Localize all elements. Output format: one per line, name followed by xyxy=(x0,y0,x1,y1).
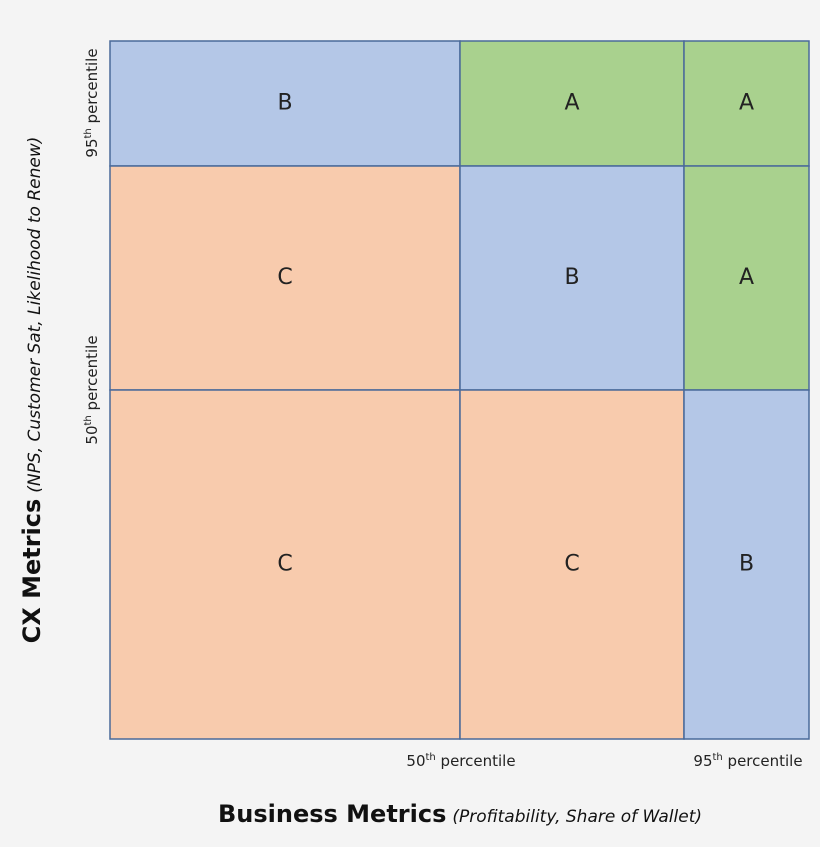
x-axis-title: Business Metrics (Profitability, Share of… xyxy=(218,800,702,828)
cell-label: A xyxy=(739,91,754,116)
tick-text: percentile xyxy=(83,48,101,128)
cell-label: C xyxy=(277,265,292,290)
y-axis-title: CX Metrics (NPS, Customer Sat, Likelihood… xyxy=(18,137,46,644)
cell-label: A xyxy=(564,91,579,116)
cell xyxy=(683,40,810,167)
tick-suffix: th xyxy=(83,128,94,138)
axis-title-main: CX Metrics xyxy=(18,499,46,644)
x-tick-label: 50th percentile xyxy=(406,752,515,770)
tick-text: percentile xyxy=(723,752,803,770)
cell xyxy=(683,165,810,391)
axis-title-sub: (NPS, Customer Sat, Likelihood to Renew) xyxy=(25,137,45,493)
tick-suffix: th xyxy=(426,752,436,763)
cell-label: B xyxy=(277,91,292,116)
cell-label: C xyxy=(564,552,579,577)
cell xyxy=(109,389,461,740)
cell xyxy=(459,165,685,391)
cell xyxy=(683,389,810,740)
cell-label: B xyxy=(739,552,754,577)
axis-title-sub: (Profitability, Share of Wallet) xyxy=(452,807,702,827)
y-tick-label: 95th percentile xyxy=(83,48,101,157)
grid: B A A C B A C C B xyxy=(109,40,810,740)
cell xyxy=(459,40,685,167)
tick-suffix: th xyxy=(83,415,94,425)
tick-text: percentile xyxy=(436,752,516,770)
y-tick-label: 50th percentile xyxy=(83,335,101,444)
x-tick-label: 95th percentile xyxy=(693,752,802,770)
tick-number: 95 xyxy=(83,138,101,157)
cell xyxy=(109,40,461,167)
cell xyxy=(459,389,685,740)
tick-number: 50 xyxy=(83,425,101,444)
tick-suffix: th xyxy=(713,752,723,763)
tick-text: percentile xyxy=(83,335,101,415)
tick-number: 50 xyxy=(406,752,425,770)
cell xyxy=(109,165,461,391)
cell-label: A xyxy=(739,265,754,290)
axis-title-main: Business Metrics xyxy=(218,800,446,828)
cell-label: B xyxy=(564,265,579,290)
cell-label: C xyxy=(277,552,292,577)
tick-number: 95 xyxy=(693,752,712,770)
